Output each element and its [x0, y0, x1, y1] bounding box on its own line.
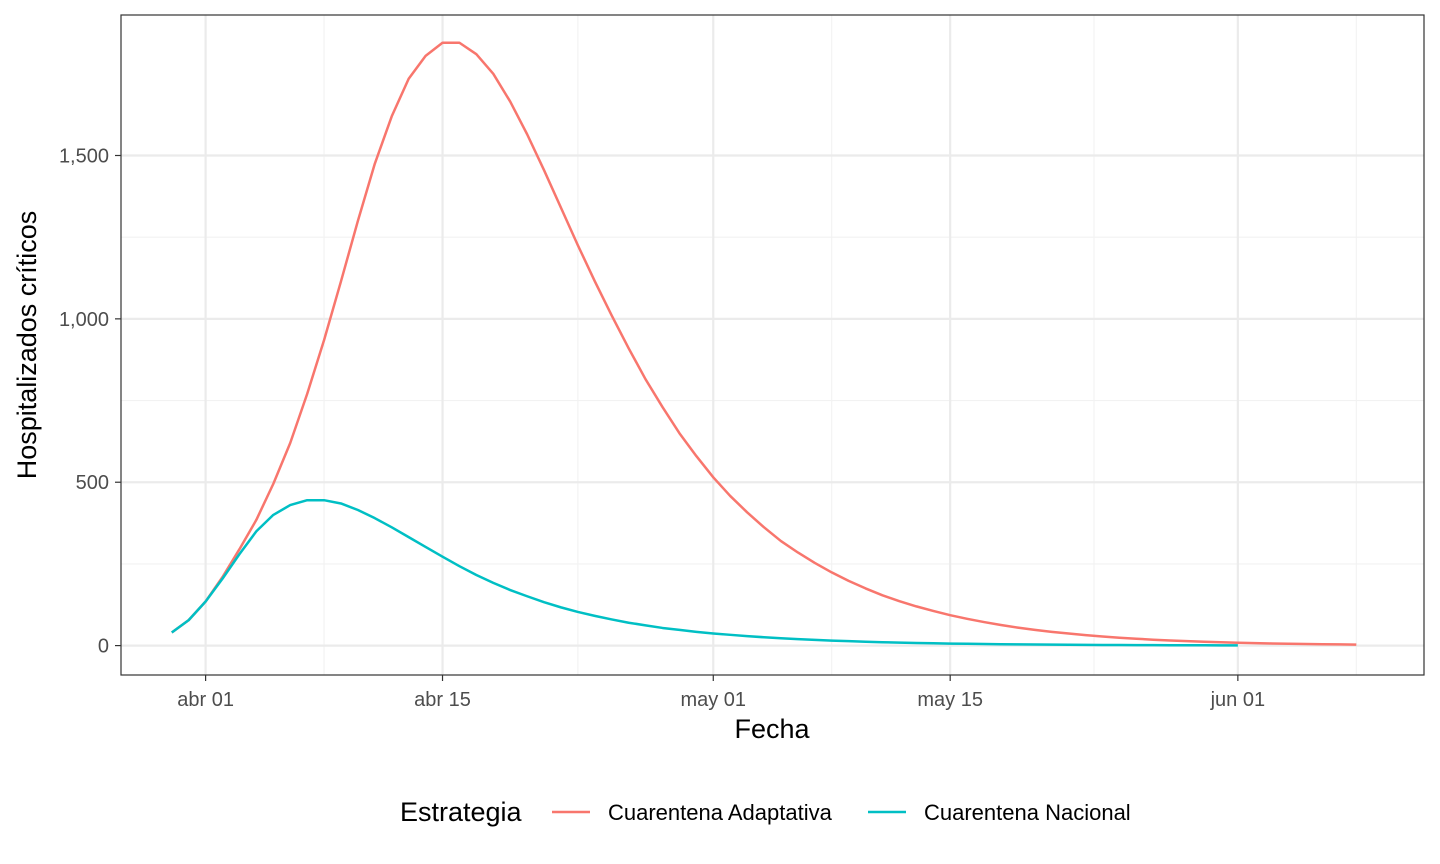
x-tick-label: abr 15	[414, 689, 471, 711]
minor-gridlines	[121, 15, 1424, 675]
x-axis: abr 01 abr 15 may 01 may 15 jun 01	[177, 675, 1265, 711]
series-line-cuarentena-nacional	[171, 498, 1238, 647]
legend: Estrategia Cuarentena Adaptativa Cuarent…	[400, 797, 1131, 827]
y-axis-title: Hospitalizados críticos	[12, 211, 42, 480]
plot-background	[121, 15, 1424, 675]
legend-label-cuarentena-nacional: Cuarentena Nacional	[924, 800, 1131, 825]
y-axis: 0 500 1,000 1,500	[59, 145, 121, 658]
series-lines	[171, 41, 1357, 647]
x-tick-label: abr 01	[177, 689, 234, 711]
major-gridlines	[121, 15, 1424, 675]
plot-border	[120, 14, 1425, 676]
x-tick-label: jun 01	[1210, 689, 1266, 711]
series-line-cuarentena-adaptativa	[171, 41, 1357, 646]
y-tick-label: 500	[76, 472, 109, 494]
legend-label-cuarentena-adaptativa: Cuarentena Adaptativa	[608, 800, 833, 825]
x-tick-label: may 01	[680, 689, 746, 711]
y-tick-label: 1,000	[59, 309, 109, 331]
legend-title: Estrategia	[400, 797, 523, 827]
y-tick-label: 0	[98, 636, 109, 658]
x-axis-title: Fecha	[734, 714, 810, 744]
y-tick-label: 1,500	[59, 145, 109, 167]
x-tick-label: may 15	[917, 689, 983, 711]
